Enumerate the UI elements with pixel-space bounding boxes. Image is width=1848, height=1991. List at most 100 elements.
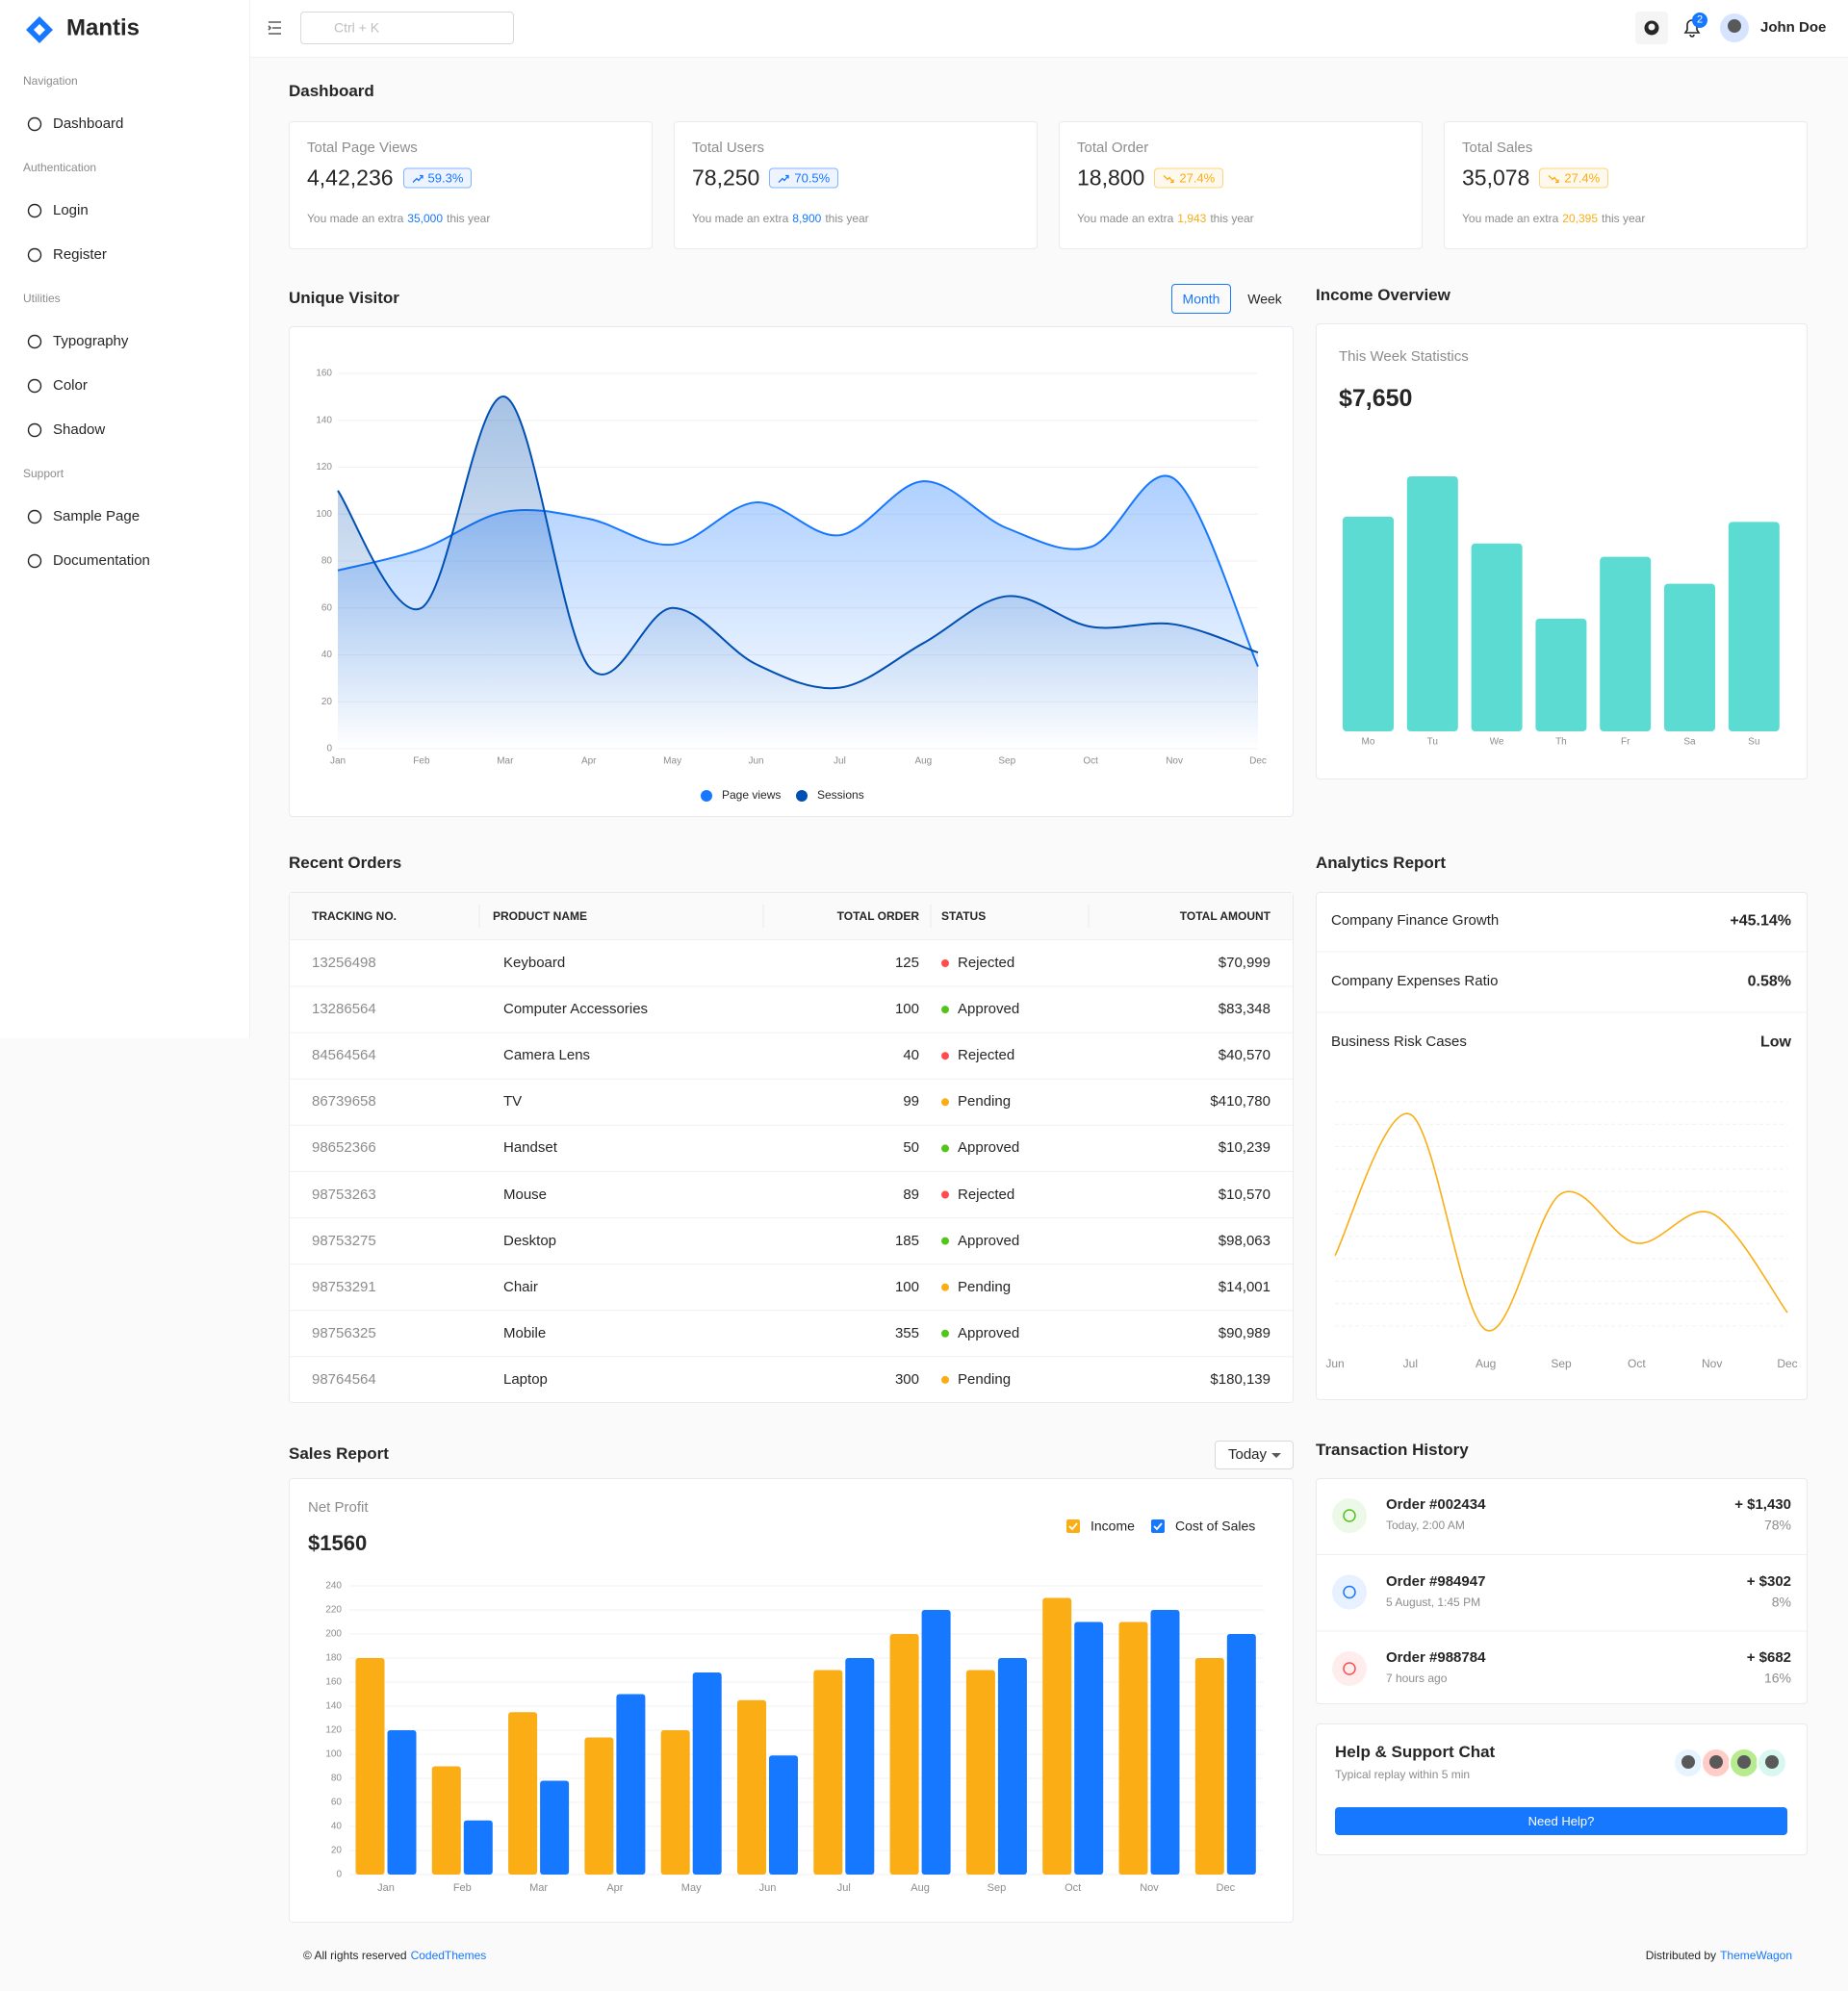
tracking-no: 98652366 xyxy=(312,1139,376,1157)
trend-icon xyxy=(1163,174,1175,183)
footer-text: Distributed by xyxy=(1645,1949,1717,1962)
stat-card xyxy=(674,121,1038,249)
analytics-label[interactable]: Company Finance Growth xyxy=(1331,912,1500,929)
avatar-face xyxy=(1728,19,1741,33)
transaction-order[interactable]: Order #988784 xyxy=(1386,1649,1486,1666)
nav-icon xyxy=(27,509,42,524)
stat-title: Total Sales xyxy=(1462,140,1533,156)
stat-card xyxy=(1444,121,1808,249)
stat-note: You made an extra 20,395 this year xyxy=(1462,212,1645,225)
status: Approved xyxy=(958,1001,1020,1018)
column-header: STATUS xyxy=(941,908,987,923)
tracking-no: 98764564 xyxy=(312,1370,376,1388)
orders-card xyxy=(289,892,1294,1403)
total-amount: $10,570 xyxy=(1218,1186,1270,1203)
notification-count: 2 xyxy=(1696,13,1704,26)
stat-note: You made an extra 8,900 this year xyxy=(692,212,869,225)
trend-arrow xyxy=(1163,174,1175,183)
total-amount: $70,999 xyxy=(1218,955,1270,971)
nav-section-title: Support xyxy=(23,466,64,480)
nav-item[interactable]: Typography xyxy=(53,333,129,349)
stat-value-row: 4,42,236 59.3% xyxy=(307,165,473,191)
toggle-label[interactable]: Week xyxy=(1247,291,1282,307)
nav-item[interactable]: Documentation xyxy=(53,552,150,569)
note-text: this year xyxy=(825,212,869,225)
transaction-order[interactable]: Order #984947 xyxy=(1386,1572,1486,1590)
footer-link[interactable]: ThemeWagon xyxy=(1720,1949,1792,1962)
status: Rejected xyxy=(958,1186,1015,1203)
table-header xyxy=(290,893,1293,940)
footer-right: Distributed by ThemeWagon xyxy=(1646,1949,1792,1962)
status: Pending xyxy=(958,1370,1012,1388)
total-amount: $83,348 xyxy=(1218,1001,1270,1018)
stat-value: 4,42,236 xyxy=(307,165,394,191)
transaction-amount: + $1,430 xyxy=(1734,1496,1791,1513)
column-header: TOTAL ORDER xyxy=(836,908,919,923)
total-amount: $410,780 xyxy=(1210,1093,1270,1110)
help-subtitle: Typical replay within 5 min xyxy=(1335,1767,1471,1781)
trend-icon xyxy=(1548,174,1560,183)
footer-link[interactable]: CodedThemes xyxy=(410,1949,487,1962)
stat-change: 70.5% xyxy=(794,170,831,186)
product-name: Desktop xyxy=(503,1232,557,1249)
search-placeholder: Ctrl + K xyxy=(334,19,380,36)
stat-value-row: 35,078 27.4% xyxy=(1462,166,1609,191)
note-text: You made an extra xyxy=(1462,212,1559,225)
stat-value-row: 18,800 27.4% xyxy=(1077,165,1224,191)
analytics-value: 0.58% xyxy=(1747,973,1791,990)
product-name: Handset xyxy=(503,1139,557,1157)
transaction-time: 5 August, 1:45 PM xyxy=(1386,1595,1481,1609)
nav-icon xyxy=(27,422,42,438)
search-box[interactable] xyxy=(300,12,514,44)
nav-icon xyxy=(27,247,42,263)
analytics-value: +45.14% xyxy=(1730,912,1791,930)
tracking-no: 98756325 xyxy=(312,1324,376,1341)
nav-item[interactable]: Sample Page xyxy=(53,508,141,524)
note-text: You made an extra xyxy=(307,212,404,225)
filter-label: Today xyxy=(1228,1446,1268,1463)
analytics-label[interactable]: Business Risk Cases xyxy=(1331,1034,1467,1050)
tracking-no: 98753291 xyxy=(312,1278,376,1295)
product-name: Mobile xyxy=(503,1324,547,1341)
total-order: 100 xyxy=(894,1278,919,1295)
help-button[interactable] xyxy=(1335,1807,1787,1835)
note-value: 35,000 xyxy=(407,212,443,225)
nav-item[interactable]: Shadow xyxy=(53,421,106,438)
user-name[interactable]: John Doe xyxy=(1760,19,1827,36)
nav-item[interactable]: Register xyxy=(53,246,107,263)
status: Rejected xyxy=(958,955,1015,971)
chart-total: $7,650 xyxy=(1339,385,1413,412)
nav-item[interactable]: Dashboard xyxy=(53,115,124,132)
trend-icon xyxy=(412,174,424,183)
column-header: TOTAL AMOUNT xyxy=(1179,908,1270,923)
stat-title: Total Order xyxy=(1077,140,1149,156)
stat-change: 27.4% xyxy=(1564,170,1601,186)
tracking-no: 98753263 xyxy=(312,1186,376,1203)
analytics-label[interactable]: Company Expenses Ratio xyxy=(1331,973,1499,989)
nav-icon xyxy=(27,203,42,218)
stat-value: 18,800 xyxy=(1077,165,1145,191)
total-amount: $14,001 xyxy=(1218,1278,1270,1295)
nav-item[interactable]: Color xyxy=(53,377,88,394)
note-text: this year xyxy=(447,212,491,225)
transaction-percent: 16% xyxy=(1763,1670,1791,1686)
chart-card xyxy=(289,1478,1294,1923)
note-text: this year xyxy=(1602,212,1646,225)
nav-item[interactable]: Login xyxy=(53,202,89,218)
trend-icon xyxy=(778,174,790,183)
section-title: Recent Orders xyxy=(289,853,402,872)
stat-chip: 59.3% xyxy=(402,167,473,189)
product-name: Camera Lens xyxy=(503,1047,591,1064)
stat-chip: 70.5% xyxy=(769,167,839,189)
toggle-label: Month xyxy=(1182,291,1220,307)
trend-arrow xyxy=(412,174,424,183)
status: Pending xyxy=(958,1278,1012,1295)
toggle-month[interactable] xyxy=(1171,284,1231,314)
total-order: 125 xyxy=(894,955,919,971)
transaction-order[interactable]: Order #002434 xyxy=(1386,1496,1486,1513)
status: Rejected xyxy=(958,1047,1015,1064)
tracking-no: 86739658 xyxy=(312,1093,376,1110)
sidebar xyxy=(0,0,250,1038)
total-order: 355 xyxy=(894,1324,919,1341)
